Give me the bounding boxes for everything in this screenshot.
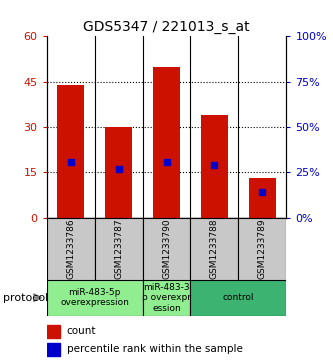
Title: GDS5347 / 221013_s_at: GDS5347 / 221013_s_at: [83, 20, 250, 34]
Bar: [57, 85, 84, 218]
Bar: [190, 218, 238, 280]
Bar: [47, 218, 95, 280]
Bar: [95, 218, 143, 280]
Text: GSM1233787: GSM1233787: [114, 218, 123, 279]
Text: protocol: protocol: [3, 293, 49, 303]
Text: count: count: [67, 326, 96, 336]
Bar: [249, 179, 276, 218]
Bar: [143, 280, 190, 316]
Bar: [47, 343, 60, 356]
Bar: [143, 218, 190, 280]
Text: GSM1233788: GSM1233788: [210, 218, 219, 279]
Text: miR-483-3
p overexpr
ession: miR-483-3 p overexpr ession: [142, 283, 191, 313]
Text: percentile rank within the sample: percentile rank within the sample: [67, 344, 243, 354]
Text: GSM1233789: GSM1233789: [258, 218, 267, 279]
Text: GSM1233786: GSM1233786: [66, 218, 75, 279]
Text: control: control: [223, 293, 254, 302]
Text: miR-483-5p
overexpression: miR-483-5p overexpression: [60, 288, 129, 307]
Bar: [153, 66, 180, 218]
Text: GSM1233790: GSM1233790: [162, 218, 171, 279]
Bar: [190, 280, 286, 316]
Bar: [238, 218, 286, 280]
Bar: [47, 280, 143, 316]
Bar: [201, 115, 228, 218]
Bar: [47, 325, 60, 338]
Bar: [105, 127, 132, 218]
